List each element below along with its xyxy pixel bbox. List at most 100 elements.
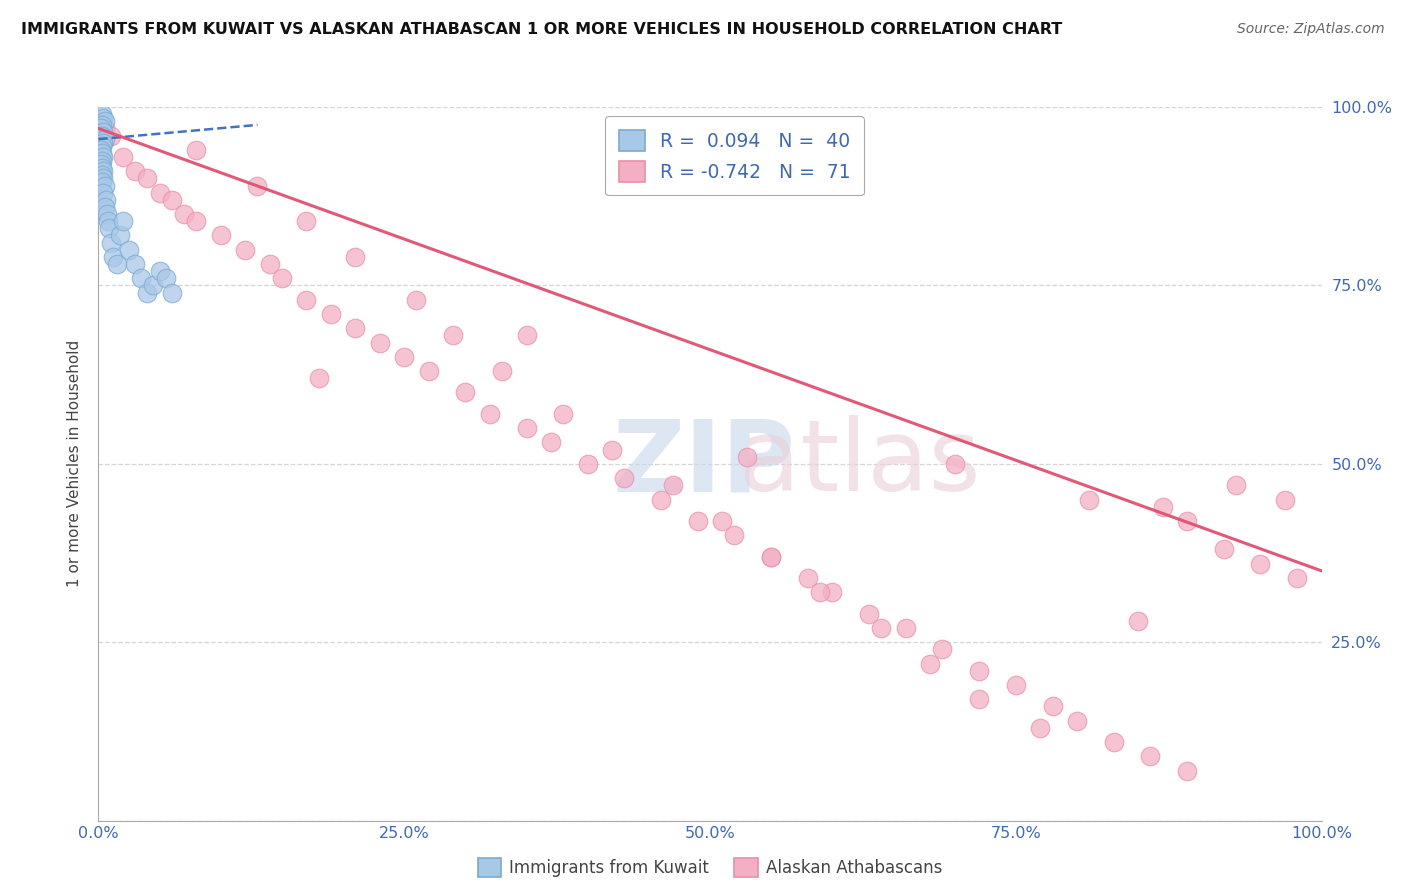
Point	[136, 171, 159, 186]
Point	[308, 371, 330, 385]
Point	[368, 335, 391, 350]
Point	[93, 132, 115, 146]
Point	[797, 571, 820, 585]
Point	[1274, 492, 1296, 507]
Point	[1139, 749, 1161, 764]
Point	[124, 164, 146, 178]
Point	[93, 121, 115, 136]
Point	[91, 107, 114, 121]
Point	[105, 257, 128, 271]
Point	[246, 178, 269, 193]
Point	[142, 278, 165, 293]
Point	[600, 442, 623, 457]
Point	[259, 257, 281, 271]
Point	[91, 125, 114, 139]
Point	[91, 186, 114, 200]
Point	[943, 457, 966, 471]
Point	[111, 150, 134, 164]
Point	[91, 136, 114, 150]
Point	[650, 492, 672, 507]
Point	[186, 214, 208, 228]
Point	[91, 139, 114, 153]
Point	[858, 607, 880, 621]
Point	[91, 175, 114, 189]
Point	[91, 171, 114, 186]
Point	[173, 207, 195, 221]
Point	[160, 193, 183, 207]
Point	[894, 621, 917, 635]
Point	[478, 407, 501, 421]
Point	[344, 250, 367, 264]
Point	[91, 118, 114, 132]
Text: atlas: atlas	[612, 416, 981, 512]
Text: Source: ZipAtlas.com: Source: ZipAtlas.com	[1237, 22, 1385, 37]
Point	[515, 328, 537, 343]
Point	[91, 153, 114, 168]
Point	[295, 293, 318, 307]
Point	[319, 307, 342, 321]
Point	[91, 150, 114, 164]
Point	[91, 111, 114, 125]
Point	[1152, 500, 1174, 514]
Point	[91, 146, 114, 161]
Point	[418, 364, 440, 378]
Point	[186, 143, 208, 157]
Point	[91, 161, 114, 175]
Point	[90, 121, 112, 136]
Point	[94, 193, 117, 207]
Point	[118, 243, 141, 257]
Point	[160, 285, 183, 300]
Point	[1042, 699, 1064, 714]
Point	[93, 200, 115, 214]
Point	[967, 664, 990, 678]
Point	[613, 471, 636, 485]
Point	[1004, 678, 1026, 692]
Point	[124, 257, 146, 271]
Point	[1225, 478, 1247, 492]
Point	[1029, 721, 1052, 735]
Point	[233, 243, 256, 257]
Point	[129, 271, 152, 285]
Point	[711, 514, 734, 528]
Point	[870, 621, 893, 635]
Point	[1175, 514, 1198, 528]
Point	[110, 228, 132, 243]
Point	[155, 271, 177, 285]
Point	[1128, 614, 1150, 628]
Point	[540, 435, 562, 450]
Point	[90, 157, 112, 171]
Point	[149, 264, 172, 278]
Point	[91, 164, 114, 178]
Point	[392, 350, 416, 364]
Point	[723, 528, 745, 542]
Point	[96, 207, 118, 221]
Point	[662, 478, 685, 492]
Point	[491, 364, 513, 378]
Point	[1212, 542, 1234, 557]
Point	[111, 214, 134, 228]
Point	[967, 692, 990, 706]
Point	[98, 221, 121, 235]
Point	[100, 128, 122, 143]
Point	[270, 271, 294, 285]
Y-axis label: 1 or more Vehicles in Household: 1 or more Vehicles in Household	[67, 340, 83, 588]
Point	[1102, 735, 1125, 749]
Point	[91, 128, 114, 143]
Point	[761, 549, 783, 564]
Legend: Immigrants from Kuwait, Alaskan Athabascans: Immigrants from Kuwait, Alaskan Athabasc…	[471, 851, 949, 884]
Point	[931, 642, 953, 657]
Point	[454, 385, 477, 400]
Point	[93, 178, 115, 193]
Point	[149, 186, 172, 200]
Point	[295, 214, 318, 228]
Point	[1249, 557, 1271, 571]
Point	[1175, 764, 1198, 778]
Text: ZIP: ZIP	[612, 416, 794, 512]
Point	[1066, 714, 1088, 728]
Point	[344, 321, 367, 335]
Point	[93, 114, 115, 128]
Point	[761, 549, 783, 564]
Point	[97, 214, 120, 228]
Point	[515, 421, 537, 435]
Point	[441, 328, 464, 343]
